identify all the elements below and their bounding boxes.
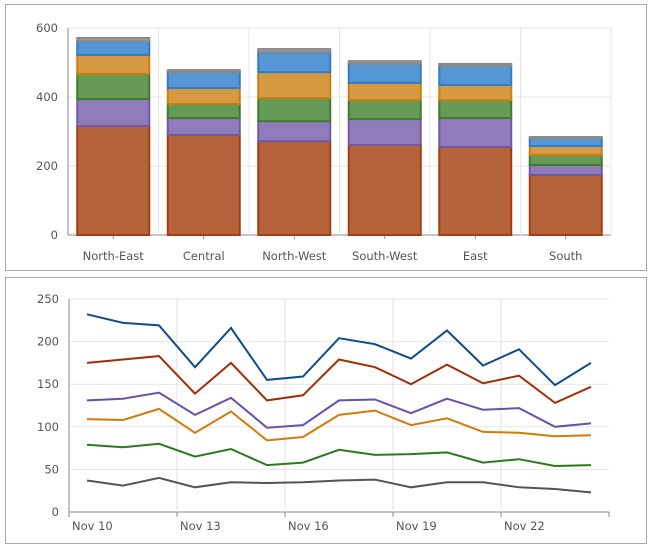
bar-segment xyxy=(76,53,151,75)
bar-segment xyxy=(347,81,422,102)
bar-segment xyxy=(438,146,513,236)
bar-segment xyxy=(76,98,151,127)
y-tick-label: 400 xyxy=(36,90,58,104)
y-tick-label: 150 xyxy=(37,377,59,391)
line-series-4 xyxy=(86,442,592,468)
x-tick-label: Nov 16 xyxy=(288,519,329,533)
y-tick-label: 100 xyxy=(37,420,59,434)
x-tick-label: Nov 22 xyxy=(504,519,545,533)
bar-segment xyxy=(528,153,603,166)
y-tick-label: 200 xyxy=(36,159,58,173)
bar-segment xyxy=(438,99,513,120)
bar-segment xyxy=(257,71,332,100)
x-tick-label: Central xyxy=(183,249,225,263)
bar-segment xyxy=(257,140,332,236)
bar-segment xyxy=(257,48,332,54)
bar-segment xyxy=(528,163,603,176)
bar-segment xyxy=(528,136,603,140)
x-tick-label: North-East xyxy=(83,249,145,263)
y-tick-label: 0 xyxy=(51,228,58,242)
line-series-1 xyxy=(86,355,592,405)
bar-segment xyxy=(347,62,422,84)
bar-segment xyxy=(76,124,151,236)
bar-segment xyxy=(166,71,241,90)
bar-segment xyxy=(166,133,241,236)
bar-segment xyxy=(257,97,332,123)
x-tick-label: North-West xyxy=(262,249,327,263)
bar-segment xyxy=(528,173,603,236)
bar-segment xyxy=(166,87,241,105)
bar-segment xyxy=(347,118,422,146)
bar-segment xyxy=(438,83,513,102)
bar-segment xyxy=(166,69,241,74)
bar-segment xyxy=(347,60,422,65)
x-tick-label: Nov 19 xyxy=(396,519,437,533)
bar-segment xyxy=(438,64,513,86)
x-tick-label: Nov 10 xyxy=(72,519,113,533)
y-tick-label: 50 xyxy=(44,462,59,476)
bar-segment xyxy=(347,99,422,121)
bar-segment xyxy=(347,143,422,236)
bar-segment xyxy=(166,102,241,120)
bar-segment xyxy=(257,120,332,143)
x-tick-label: South-West xyxy=(352,249,418,263)
x-tick-label: East xyxy=(463,249,488,263)
bar-segment xyxy=(528,144,603,156)
bar-segment xyxy=(257,51,332,74)
x-tick-label: South xyxy=(549,249,582,263)
y-tick-label: 600 xyxy=(36,21,58,35)
bar-segment xyxy=(438,117,513,149)
bar-segment xyxy=(438,62,513,67)
bar-segment xyxy=(76,72,151,101)
y-tick-label: 200 xyxy=(37,335,59,349)
x-tick-label: Nov 13 xyxy=(180,519,221,533)
line-series-2 xyxy=(86,391,592,429)
bar-segment xyxy=(76,40,151,56)
bar-segment xyxy=(528,137,603,147)
bar-segment xyxy=(76,37,151,43)
y-tick-label: 250 xyxy=(37,292,59,306)
y-tick-label: 0 xyxy=(52,505,59,519)
bar-segment xyxy=(166,117,241,136)
line-series-0 xyxy=(86,313,592,387)
line-series-3 xyxy=(86,407,592,442)
line-series-5 xyxy=(86,476,592,494)
